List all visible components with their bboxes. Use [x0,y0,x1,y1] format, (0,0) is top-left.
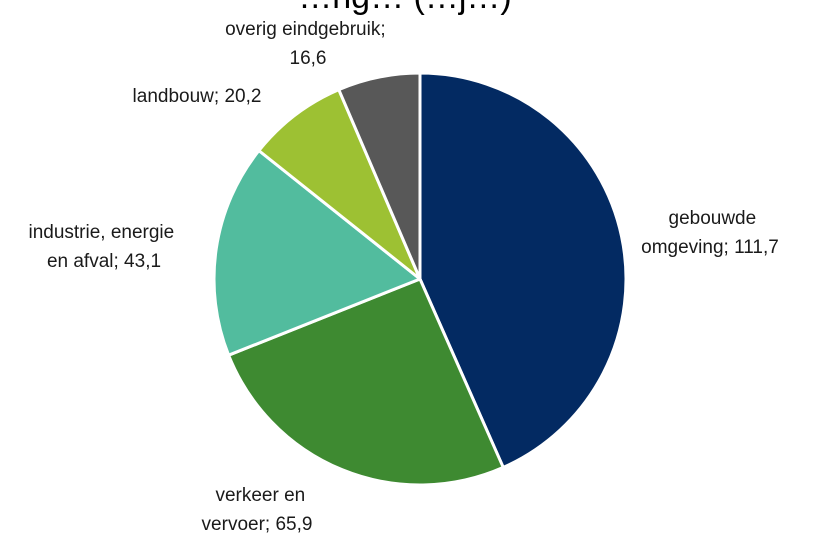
label-industrie-energie-afval: industrie, energie en afval; 43,1 [28,222,179,272]
pie-slice-2 [212,149,422,357]
pie-slice-4 [337,71,422,281]
label-gebouwde-omgeving: gebouwde omgeving; 111,7 [641,208,779,258]
pie-slices [212,71,628,487]
label-verkeer-en-vervoer: verkeer en vervoer; 65,9 [202,485,313,533]
pie-slice-0 [418,71,628,469]
pie-slice-1 [227,277,505,487]
slice-labels: gebouwde omgeving; 111,7 verkeer en verv… [28,19,778,533]
label-overig-eindgebruik: overig eindgebruik; 16,6 [225,19,391,69]
label-landbouw: landbouw; 20,2 [133,86,262,107]
chart-title: …ng… (…j…) [298,0,511,16]
pie-slice-3 [257,88,422,281]
